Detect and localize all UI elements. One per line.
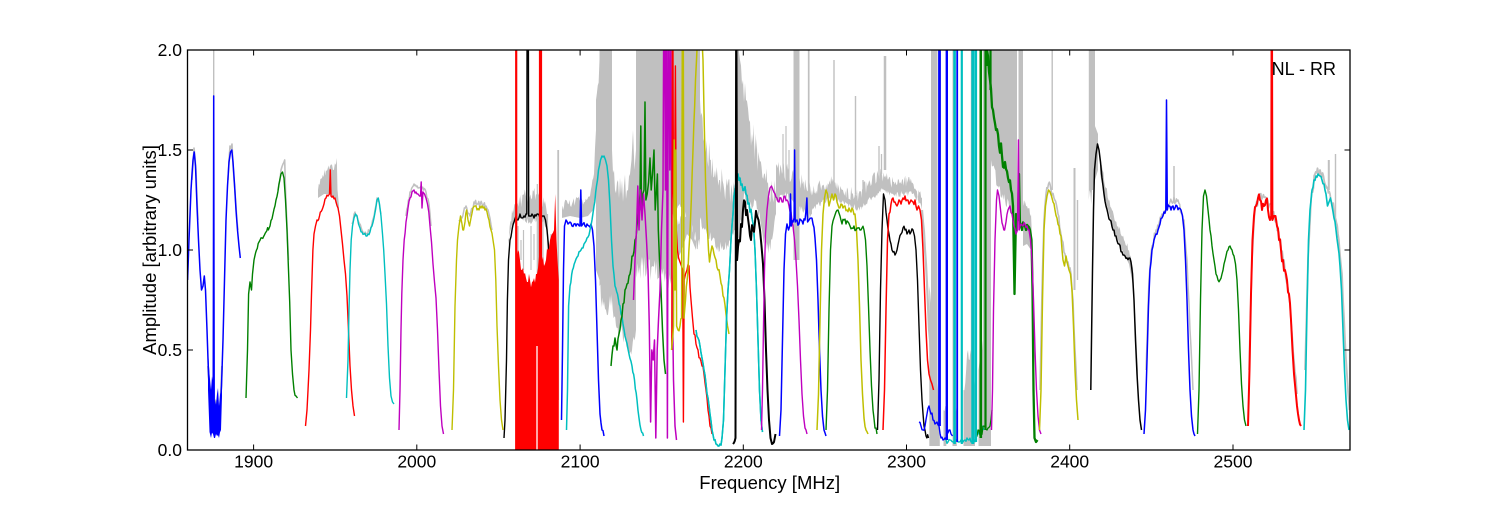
svg-text:1.0: 1.0 (158, 240, 183, 260)
svg-text:2.0: 2.0 (158, 40, 183, 60)
svg-text:1.5: 1.5 (158, 140, 182, 160)
svg-text:2200: 2200 (724, 452, 763, 472)
svg-text:2500: 2500 (1214, 452, 1253, 472)
svg-text:NL - RR: NL - RR (1272, 59, 1336, 79)
svg-text:2100: 2100 (561, 452, 600, 472)
svg-text:1900: 1900 (234, 452, 273, 472)
svg-text:2000: 2000 (397, 452, 436, 472)
svg-text:Frequency [MHz]: Frequency [MHz] (699, 472, 840, 493)
svg-text:Amplitude [arbitrary units]: Amplitude [arbitrary units] (139, 145, 160, 355)
svg-text:2300: 2300 (887, 452, 926, 472)
svg-text:0.0: 0.0 (158, 440, 183, 460)
svg-text:2400: 2400 (1050, 452, 1089, 472)
svg-text:0.5: 0.5 (158, 340, 182, 360)
